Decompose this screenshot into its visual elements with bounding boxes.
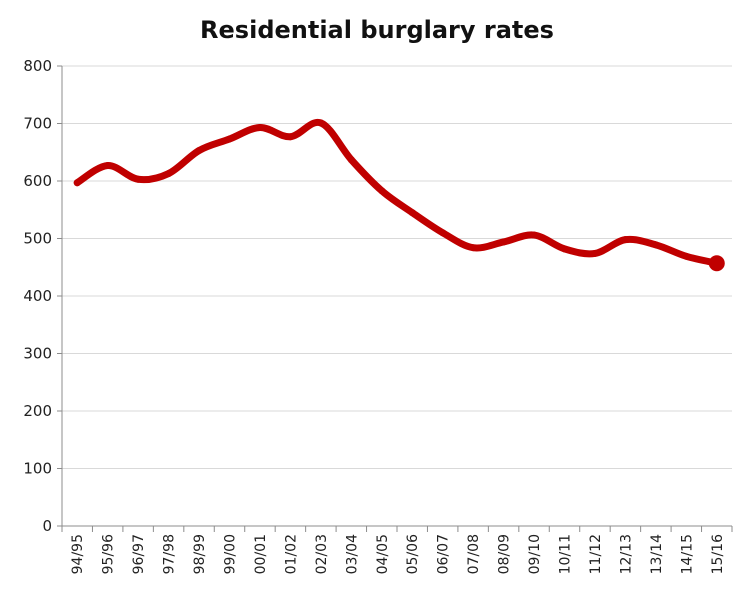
x-tick-label: 96/97 [131, 534, 147, 574]
data-point [591, 249, 599, 257]
x-tick-label: 94/95 [70, 534, 86, 574]
data-point [408, 209, 416, 217]
y-tick-label: 500 [23, 230, 52, 248]
series-layer [73, 118, 725, 272]
y-axis-ticks: 0 100 200 300 400 500 600 700 800 [23, 57, 62, 535]
data-point [134, 175, 142, 183]
y-tick-label: 700 [23, 115, 52, 133]
data-point [530, 231, 538, 239]
x-tick-label: 05/06 [405, 534, 421, 574]
data-point [104, 161, 112, 169]
data-point [165, 170, 173, 178]
data-point [469, 244, 477, 252]
data-point [621, 236, 629, 244]
x-tick-label: 07/08 [466, 534, 482, 574]
data-point [195, 147, 203, 155]
data-point [439, 229, 447, 237]
series-end-marker [708, 255, 725, 272]
x-tick-label: 04/05 [375, 534, 391, 574]
x-tick-label: 09/10 [527, 534, 543, 574]
y-tick-label: 400 [23, 287, 52, 305]
x-axis-ticks: 94/95 95/96 96/97 97/98 98/99 99/00 00/01 01/02… [61, 526, 733, 574]
x-tick-label: 00/01 [253, 534, 269, 574]
y-tick-label: 100 [23, 460, 52, 478]
x-tick-label: 99/00 [223, 534, 239, 574]
y-tick-label: 0 [42, 517, 52, 535]
x-tick-label: 98/99 [192, 534, 208, 574]
x-tick-label: 01/02 [283, 534, 299, 574]
x-tick-label: 15/16 [710, 534, 726, 574]
y-tick-label: 600 [23, 172, 52, 190]
data-point [226, 135, 233, 143]
y-tick-label: 200 [23, 402, 52, 420]
x-tick-label: 95/96 [101, 534, 117, 574]
series-line [73, 118, 721, 267]
x-tick-label: 10/11 [558, 534, 574, 574]
data-point [378, 187, 386, 195]
y-tick-label: 800 [23, 57, 52, 75]
x-tick-label: 08/09 [497, 534, 513, 574]
data-point [652, 241, 660, 249]
data-point [682, 252, 690, 260]
x-tick-label: 11/12 [588, 534, 604, 574]
data-point [73, 179, 81, 187]
y-tick-label: 300 [23, 345, 52, 363]
x-tick-label: 02/03 [314, 534, 330, 574]
data-point [317, 119, 325, 127]
x-tick-label: 13/14 [649, 534, 665, 574]
data-point [286, 133, 294, 141]
x-tick-label: 12/13 [618, 534, 634, 574]
x-tick-label: 06/07 [436, 534, 452, 574]
x-tick-label: 97/98 [162, 534, 178, 574]
x-tick-label: 03/04 [344, 534, 360, 574]
x-tick-label: 14/15 [679, 534, 695, 574]
data-point [347, 156, 355, 164]
data-point [500, 238, 508, 246]
chart-title: Residential burglary rates [200, 16, 554, 44]
gridlines [62, 65, 732, 469]
data-point [561, 245, 568, 253]
data-point [256, 124, 264, 132]
